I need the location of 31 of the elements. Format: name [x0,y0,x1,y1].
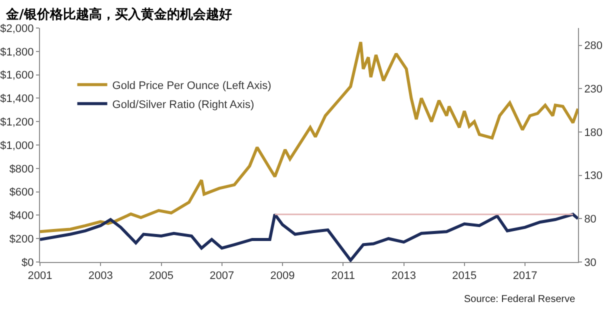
legend-label: Gold/Silver Ratio (Right Axis) [112,98,254,111]
x-tick-label: 2013 [392,270,416,282]
line-series [40,40,578,234]
y-tick-label: $1,400 [0,93,34,106]
y-tick-label: $1,200 [0,116,34,128]
x-tick-label: 2015 [452,270,477,282]
x-tick-label: 2003 [88,270,113,282]
x-tick-label: 2007 [210,270,234,282]
y-tick-label: $600 [9,186,34,199]
y-tick-label: $1,600 [0,70,34,82]
chart-title: 金/银价格比越高，买入黄金的机会越好 [5,6,232,22]
x-tick-label: 2001 [28,270,52,282]
x-tick-label: 2005 [149,270,174,282]
source-note: Source: Federal Reserve [464,294,576,305]
y-tick-label: $0 [22,256,34,269]
y-tick-label: $800 [9,163,34,176]
y-tick-label: $400 [9,210,34,222]
x-tick-label: 2017 [512,270,538,282]
x-tick-label: 2011 [331,270,355,282]
y2-tick-label: 180 [584,126,603,139]
y-tick-label: $200 [9,233,34,246]
y-tick-label: $1,800 [0,46,34,58]
y2-tick-label: 280 [584,40,603,52]
legend-label: Gold Price Per Ounce (Left Axis) [112,80,272,92]
y-tick-label: $1,000 [0,140,34,152]
y2-tick-label: 80 [584,214,596,226]
y2-tick-label: 130 [584,170,603,182]
y2-tick-label: 230 [584,84,603,96]
y2-tick-label: 30 [584,256,596,269]
x-tick-label: 2009 [270,270,295,282]
y-tick-label: $2,000 [0,22,34,35]
